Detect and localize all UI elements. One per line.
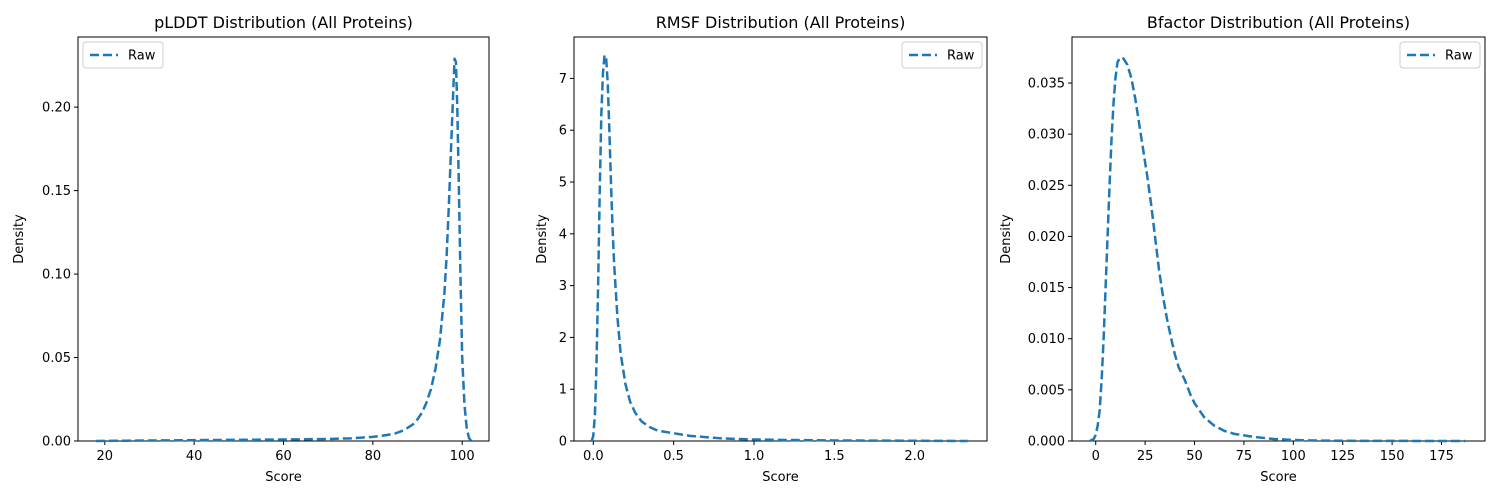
y-tick-label: 0.020 [1028, 230, 1065, 245]
chart-panel-1: pLDDT Distribution (All Proteins) 20 40 60 8… [12, 13, 490, 485]
chart-title: Bfactor Distribution (All Proteins) [1147, 13, 1410, 32]
chart-panel-3: Bfactor Distribution (All Proteins) 0 25 50… [999, 13, 1486, 485]
y-tick-label: 4 [559, 227, 567, 242]
x-tick-label: 175 [1429, 449, 1454, 464]
y-tick-label: 0.00 [42, 435, 71, 450]
x-tick-label: 1.5 [824, 449, 845, 464]
y-tick-label: 3 [559, 279, 567, 294]
x-axis-label: Score [265, 470, 301, 485]
series-line-raw [1089, 56, 1466, 443]
legend: Raw [1399, 41, 1481, 69]
legend-box [1399, 41, 1481, 69]
y-tick-label: 0.20 [42, 101, 71, 116]
legend: Raw [82, 41, 164, 69]
y-tick-label: 0.15 [42, 184, 71, 199]
y-tick-label: 5 [559, 176, 567, 191]
y-tick-label: 7 [559, 72, 567, 87]
x-tick-label: 0 [1092, 449, 1100, 464]
y-tick-label: 0.010 [1028, 332, 1065, 347]
x-tick-label: 150 [1380, 449, 1405, 464]
x-tick-label: 100 [1281, 449, 1306, 464]
y-tick-label: 0.000 [1028, 435, 1065, 450]
legend-label: Raw [128, 49, 156, 64]
chart-panel-2: RMSF Distribution (All Proteins) 0.0 0.5 1.… [535, 13, 988, 485]
x-tick-label: 2.0 [904, 449, 925, 464]
y-tick-label: 1 [559, 383, 567, 398]
y-axis-label: Density [535, 214, 550, 264]
x-tick-label: 60 [275, 449, 292, 464]
x-tick-label: 25 [1137, 449, 1154, 464]
y-tick-label: 6 [559, 124, 567, 139]
series-line-raw [95, 57, 473, 443]
x-tick-label: 50 [1186, 449, 1203, 464]
legend-label: Raw [947, 49, 975, 64]
legend: Raw [901, 41, 983, 69]
x-tick-label: 0.5 [663, 449, 684, 464]
y-tick-label: 0.10 [42, 268, 71, 283]
y-axis-label: Density [999, 214, 1014, 264]
legend-box [82, 41, 164, 69]
series-line-raw [590, 53, 968, 443]
y-tick-label: 0.015 [1028, 281, 1065, 296]
y-tick-label: 0.030 [1028, 128, 1065, 143]
x-tick-label: 20 [97, 449, 114, 464]
y-tick-label: 0.005 [1028, 383, 1065, 398]
plot-area-frame [1071, 36, 1486, 442]
y-tick-label: 0 [559, 435, 567, 450]
y-tick-label: 0.05 [42, 351, 71, 366]
x-tick-label: 125 [1330, 449, 1355, 464]
y-tick-label: 0.025 [1028, 179, 1065, 194]
y-tick-label: 0.035 [1028, 77, 1065, 92]
x-tick-label: 75 [1236, 449, 1253, 464]
x-tick-label: 0.0 [583, 449, 604, 464]
x-tick-label: 1.0 [744, 449, 765, 464]
chart-title: RMSF Distribution (All Proteins) [656, 13, 906, 32]
y-axis-label: Density [12, 214, 27, 264]
x-axis-label: Score [1260, 470, 1296, 485]
x-tick-label: 100 [450, 449, 475, 464]
legend-label: Raw [1445, 49, 1473, 64]
x-tick-label: 80 [365, 449, 382, 464]
chart-title: pLDDT Distribution (All Proteins) [154, 13, 413, 32]
x-axis-label: Score [762, 470, 798, 485]
x-tick-label: 40 [186, 449, 203, 464]
y-tick-label: 2 [559, 331, 567, 346]
legend-box [901, 41, 983, 69]
